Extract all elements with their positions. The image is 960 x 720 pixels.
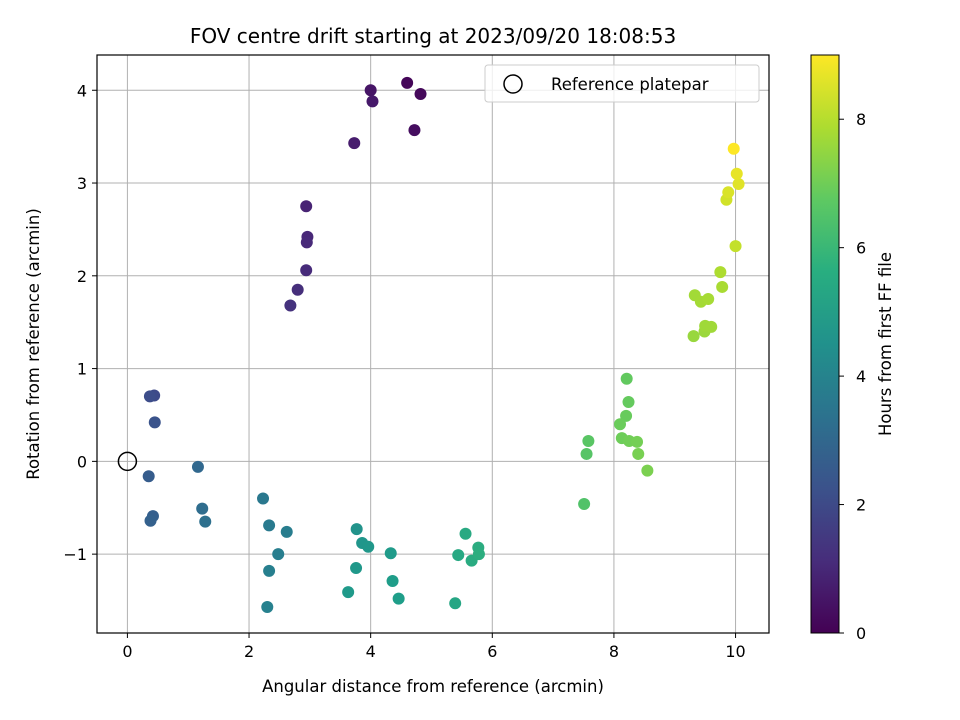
- colorbar: 0 2 4 6 8 Hours from first FF file: [810, 54, 895, 643]
- y-tick-label: −1: [63, 545, 87, 564]
- data-point: [687, 330, 700, 343]
- data-point: [386, 575, 399, 588]
- legend-box: [484, 64, 760, 103]
- data-point: [257, 492, 270, 505]
- data-point: [384, 547, 397, 560]
- data-point: [196, 502, 209, 515]
- data-point: [632, 447, 645, 460]
- data-point: [452, 549, 465, 562]
- legend-marker-icon: [503, 74, 523, 94]
- data-point: [705, 320, 718, 333]
- data-point: [578, 498, 591, 511]
- data-point: [342, 586, 355, 599]
- data-point: [272, 548, 285, 561]
- data-point: [622, 395, 635, 408]
- data-point: [727, 142, 740, 155]
- y-tick-label: 3: [77, 174, 87, 193]
- data-point: [143, 390, 156, 403]
- y-tick-label: 1: [77, 360, 87, 379]
- data-point: [199, 515, 212, 528]
- colorbar-tick-label: 4: [856, 367, 866, 386]
- data-point: [350, 562, 363, 575]
- data-point: [729, 240, 742, 253]
- legend-label: Reference platepar: [551, 75, 709, 94]
- data-point: [702, 293, 715, 306]
- data-point: [300, 200, 313, 213]
- data-point: [291, 283, 304, 296]
- data-point: [414, 87, 427, 100]
- data-point: [263, 519, 276, 532]
- data-point: [392, 592, 405, 605]
- chart-title: FOV centre drift starting at 2023/09/20 …: [190, 24, 676, 48]
- data-point: [142, 470, 155, 483]
- data-point: [614, 418, 627, 431]
- colorbar-title: Hours from first FF file: [876, 252, 895, 436]
- data-point: [300, 236, 313, 249]
- colorbar-tick-label: 8: [856, 110, 866, 129]
- data-point: [401, 76, 414, 89]
- data-point: [459, 527, 472, 540]
- grid: [97, 55, 769, 633]
- data-point: [582, 434, 595, 447]
- data-point: [284, 299, 297, 312]
- data-point: [191, 460, 204, 473]
- x-axis-title: Angular distance from reference (arcmin): [262, 677, 604, 696]
- data-point: [300, 264, 313, 277]
- data-point: [631, 435, 644, 448]
- y-tick-label: 0: [77, 452, 87, 471]
- y-tick-label: 4: [77, 81, 87, 100]
- data-point: [722, 186, 735, 199]
- x-tick-label: 4: [366, 642, 376, 661]
- plot-frame: [96, 54, 770, 634]
- data-point: [263, 564, 276, 577]
- data-point: [144, 514, 157, 527]
- x-axis-ticks: 0 2 4 6 8 10: [122, 633, 746, 661]
- data-point: [148, 416, 161, 429]
- y-axis-ticks: −1 0 1 2 3 4: [63, 81, 97, 564]
- data-point: [714, 266, 727, 279]
- colorbar-ticks: 0 2 4 6 8: [839, 110, 866, 643]
- colorbar-tick-label: 2: [856, 496, 866, 515]
- data-point: [348, 137, 361, 150]
- data-point: [472, 548, 485, 561]
- data-point: [261, 601, 274, 614]
- data-point: [350, 523, 363, 536]
- data-points: [142, 76, 745, 614]
- x-tick-label: 8: [609, 642, 619, 661]
- data-point: [641, 464, 654, 477]
- data-point: [716, 280, 729, 293]
- data-point: [580, 447, 593, 460]
- y-tick-label: 2: [77, 267, 87, 286]
- reference-platepar-marker: [117, 451, 138, 472]
- x-tick-label: 10: [725, 642, 745, 661]
- data-point: [620, 409, 633, 422]
- data-point: [408, 124, 421, 137]
- data-point: [366, 95, 379, 108]
- data-point: [449, 597, 462, 610]
- colorbar-tick-label: 6: [856, 239, 866, 258]
- data-point: [730, 167, 743, 180]
- x-tick-label: 6: [487, 642, 497, 661]
- data-point: [364, 84, 377, 97]
- colorbar-gradient: [810, 54, 840, 634]
- legend: Reference platepar: [484, 64, 760, 103]
- data-point: [280, 525, 293, 538]
- x-tick-label: 2: [244, 642, 254, 661]
- x-tick-label: 0: [122, 642, 132, 661]
- colorbar-tick-label: 0: [856, 624, 866, 643]
- data-point: [620, 372, 633, 385]
- data-point: [732, 177, 745, 190]
- data-point: [362, 540, 375, 553]
- y-axis-title: Rotation from reference (arcmin): [24, 208, 43, 480]
